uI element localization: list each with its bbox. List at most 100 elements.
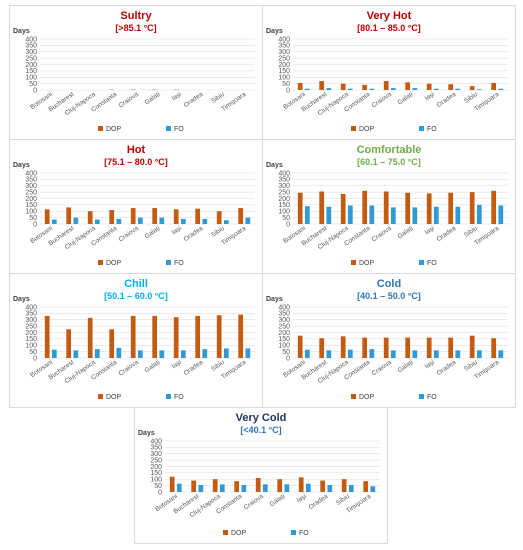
x-category-label: Iași	[296, 493, 308, 505]
legend-label-dop: DOP	[359, 394, 375, 401]
bar-dop-craiova	[130, 208, 136, 224]
y-tick-label: 200	[25, 330, 37, 337]
x-category-label: Craiova	[118, 359, 141, 378]
chart-title: Very Hot	[367, 10, 412, 22]
bar-dop-timișoara	[238, 208, 244, 224]
chart-subtitle: [50.1 – 60.0 °C]	[104, 291, 168, 301]
bar-dop-timișoara	[491, 190, 497, 224]
x-category-label: Timișoara	[220, 359, 248, 381]
x-category-label: Sibiu	[210, 91, 226, 105]
bar-dop-botosani	[297, 82, 303, 90]
bar-fo-sibiu	[348, 484, 354, 492]
bar-fo-iași	[180, 218, 186, 224]
bar-dop-botosani	[297, 192, 303, 224]
x-category-label: Oradea	[436, 225, 458, 243]
y-tick-label: 50	[29, 349, 37, 356]
y-tick-label: 100	[25, 209, 37, 216]
y-axis-label: Days	[138, 430, 155, 437]
chart-title: Very Cold	[236, 412, 287, 424]
bar-dop-bucharest	[319, 81, 325, 90]
x-category-label: Craiova	[371, 359, 394, 378]
bar-dop-oradea	[195, 315, 201, 358]
x-category-label: Galați	[396, 225, 414, 240]
bar-dop-craiova	[383, 81, 389, 90]
bar-dop-botosani	[44, 209, 50, 224]
bar-dop-iași	[426, 193, 432, 224]
x-category-label: Sibiu	[463, 225, 479, 239]
y-tick-label: 200	[25, 62, 37, 69]
bar-dop-oradea	[195, 208, 201, 224]
bar-dop-timișoara	[491, 338, 497, 358]
y-axis-label: Days	[266, 162, 283, 169]
bar-dop-bucharest	[66, 207, 72, 224]
bar-fo-iași	[433, 88, 439, 90]
legend-label-fo: FO	[427, 260, 437, 267]
x-category-label: Sibiu	[210, 359, 226, 373]
legend-label-fo: FO	[427, 126, 437, 133]
y-tick-label: 0	[33, 87, 37, 94]
bar-dop-timișoara	[363, 481, 369, 492]
bar-dop-bucharest	[319, 191, 325, 224]
chart-subtitle: [>85.1 °C]	[115, 23, 156, 33]
bar-fo-cluj-napoca	[347, 205, 353, 224]
x-category-label: Sibiu	[463, 91, 479, 105]
legend-swatch-fo	[291, 530, 296, 535]
bar-fo-craiova	[262, 484, 268, 492]
legend-swatch-dop	[98, 260, 103, 265]
y-tick-label: 0	[158, 489, 162, 496]
x-category-label: Oradea	[183, 91, 205, 109]
bar-fo-iași	[433, 350, 439, 358]
y-tick-label: 300	[278, 317, 290, 324]
legend-label-dop: DOP	[106, 126, 122, 133]
x-category-label: Iași	[171, 225, 183, 237]
bar-dop-sibiu	[469, 86, 475, 90]
chart-panel-comfortable: Comfortable [60.1 – 75.0 °C] Days 0 50 100 150…	[262, 139, 516, 274]
x-category-label: Iași	[171, 359, 183, 371]
bar-fo-craiova	[390, 350, 396, 358]
x-category-label: Oradea	[183, 225, 205, 243]
legend-label-dop: DOP	[359, 126, 375, 133]
y-tick-label: 100	[25, 343, 37, 350]
x-category-label: Iași	[424, 359, 436, 371]
chart-svg: Comfortable[60.1 – 75.0 °C] Days 050100150…	[266, 144, 508, 267]
bar-fo-botosani	[51, 349, 57, 358]
bar-dop-cluj-napoca	[212, 479, 218, 492]
bar-fo-timișoara	[245, 348, 251, 358]
bar-dop-sibiu	[216, 315, 222, 358]
chart-svg: Chill[50.1 – 60.0 °C] Days 050100150200250…	[13, 278, 255, 401]
legend-swatch-dop	[223, 530, 228, 535]
bar-dop-bucharest	[319, 338, 325, 358]
bar-fo-constanta	[369, 205, 375, 224]
y-tick-label: 300	[278, 183, 290, 190]
bar-dop-sibiu	[341, 479, 347, 492]
chart-panel-very-cold: Very Cold [<40.1 °C] Days 0 50 100 150 200 250 30…	[134, 407, 388, 544]
y-tick-label: 350	[25, 43, 37, 50]
bar-dop-timișoara	[238, 314, 244, 358]
chart-svg: Cold[40.1 – 50.0 °C]Days0501001502002503…	[266, 278, 508, 401]
y-tick-label: 50	[29, 215, 37, 222]
bar-fo-oradea	[455, 88, 461, 90]
bar-fo-oradea	[455, 206, 461, 224]
y-tick-label: 100	[278, 343, 290, 350]
chart-subtitle: [40.1 – 50.0 °C]	[357, 291, 421, 301]
x-category-label: Craiova	[118, 225, 141, 244]
x-category-label: Sibiu	[463, 359, 479, 373]
bar-fo-oradea	[202, 218, 208, 224]
bar-fo-iași	[433, 206, 439, 224]
y-tick-label: 300	[278, 49, 290, 56]
y-tick-label: 0	[33, 355, 37, 362]
bar-dop-craiova	[383, 337, 389, 358]
bar-dop-iași	[298, 477, 304, 492]
bar-fo-timișoara	[498, 205, 504, 224]
y-tick-label: 350	[25, 311, 37, 318]
bar-dop-constanta	[362, 190, 368, 224]
bar-fo-bucharest	[326, 88, 332, 90]
bar-dop-botosani	[44, 315, 50, 358]
legend-swatch-dop	[351, 126, 356, 131]
x-category-label: Iași	[424, 91, 436, 103]
bar-fo-craiova	[137, 350, 143, 358]
y-tick-label: 50	[282, 349, 290, 356]
bar-fo-cluj-napoca	[94, 349, 100, 358]
x-category-label: Craiova	[118, 91, 141, 110]
x-category-label: Craiova	[371, 225, 394, 244]
